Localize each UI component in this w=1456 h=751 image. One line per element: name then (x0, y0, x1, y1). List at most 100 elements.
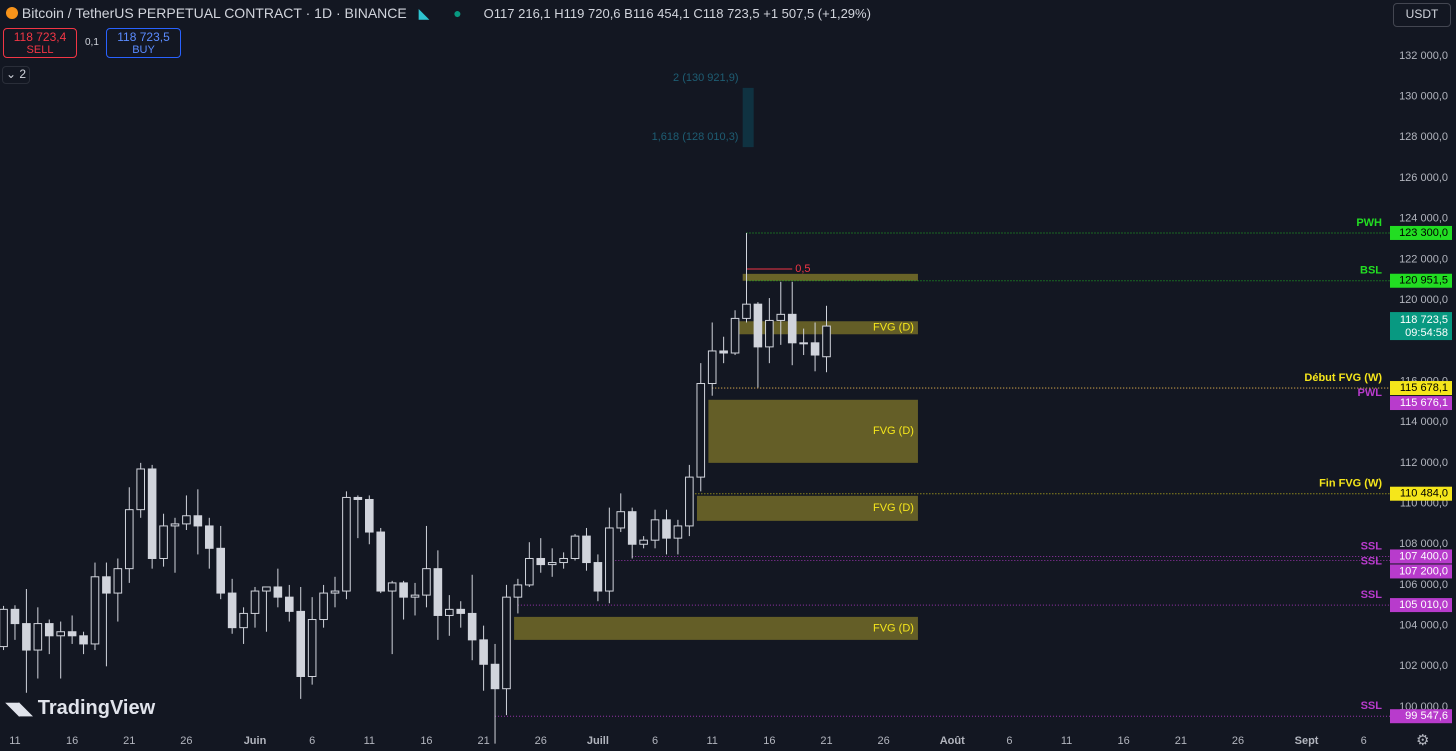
candle-body (147, 468, 157, 559)
y-tick-label: 126 000,0 (1399, 172, 1448, 184)
candle-body (22, 623, 31, 651)
level-label: 120 951,5 (1399, 275, 1448, 287)
coin-icon (6, 7, 18, 19)
candle-body (719, 350, 728, 354)
level-label: 105 010,0 (1399, 599, 1448, 611)
candle-body (0, 608, 8, 648)
candle-body (810, 342, 820, 356)
x-tick-label: 21 (1175, 735, 1187, 747)
half-label: 0,5 (795, 263, 810, 275)
candle-body (799, 342, 808, 345)
level-name: SSL (1361, 700, 1383, 712)
candle-body (33, 623, 43, 651)
candle-body (44, 623, 54, 637)
candle-body (67, 631, 77, 637)
level-name: PWH (1356, 217, 1382, 229)
candle-body (685, 476, 694, 527)
candle-body (79, 635, 88, 645)
candle-body (787, 313, 797, 344)
candle-body (730, 317, 740, 354)
x-tick-label: 26 (535, 735, 547, 747)
candle-body (90, 576, 100, 645)
candle-body (582, 535, 591, 564)
candle-body (159, 525, 168, 559)
x-tick-label: Juill (587, 735, 609, 747)
x-tick-label: Août (940, 735, 965, 747)
level-box (1390, 396, 1452, 411)
fib-label: 2 (130 921,9) (673, 72, 738, 84)
currency[interactable]: USDT (1393, 3, 1451, 27)
candle-body (707, 350, 717, 385)
logo-text: TradingView (37, 697, 156, 719)
candle-body (422, 568, 431, 596)
candle-body (182, 515, 191, 525)
current-box (1390, 312, 1452, 341)
candle-body (776, 313, 786, 321)
level-name: SSL (1361, 589, 1383, 601)
candle-body (250, 590, 260, 614)
level-name: Fin FVG (W) (1319, 478, 1382, 490)
y-tick-label: 122 000,0 (1399, 253, 1448, 265)
flag: ◣ (418, 5, 430, 21)
level-label: 99 547,6 (1405, 710, 1448, 722)
candle-body (433, 568, 443, 616)
y-tick-label: 132 000,0 (1399, 50, 1448, 62)
fvg-zone (514, 616, 918, 640)
candle-body (193, 515, 203, 527)
x-tick-label: 26 (1232, 735, 1244, 747)
candle-body (170, 523, 180, 527)
candle-body (822, 325, 831, 358)
candle-body (525, 557, 534, 586)
x-tick-label: 26 (180, 735, 192, 747)
candle-body (410, 594, 420, 598)
buy-label: BUY (132, 44, 155, 56)
low: 116 454,1 (632, 6, 690, 21)
candle-body (319, 592, 328, 621)
fvg-label: FVG (D) (873, 322, 914, 334)
x-tick-label: 26 (878, 735, 890, 747)
x-tick-label: 6 (652, 735, 658, 747)
level-name: Début FVG (W) (1304, 372, 1382, 384)
close: 118 723,5 (702, 6, 760, 21)
sell-button[interactable]: 118 723,4 SELL (3, 28, 77, 58)
y-tick-label: 120 000,0 (1399, 294, 1448, 306)
buy-button[interactable]: 118 723,5 BUY (106, 28, 181, 58)
y-tick-label: 106 000,0 (1399, 579, 1448, 591)
y-tick-label: 128 000,0 (1399, 131, 1448, 143)
ohlc: O117 216,1 H119 720,6 B116 454,1 C118 72… (484, 6, 871, 21)
level-box (1390, 598, 1452, 613)
x-tick-label: 11 (364, 735, 375, 747)
fvg-label: FVG (D) (873, 502, 914, 514)
x-tick-label: 21 (820, 735, 832, 747)
settings[interactable]: ⚙ (1416, 732, 1430, 749)
o-label: O (483, 6, 494, 21)
y-tick-label: 102 000,0 (1399, 660, 1448, 672)
level-box (1390, 549, 1452, 564)
candle-body (365, 498, 374, 533)
y-tick-label: 112 000,0 (1400, 457, 1448, 469)
change: +1 507,5 (+1,29%) (763, 6, 871, 21)
level-label: 123 300,0 (1399, 227, 1448, 239)
indicator-count: 2 (19, 67, 27, 81)
candle-body (513, 584, 523, 598)
level-box (1390, 381, 1452, 396)
sell-label: SELL (26, 44, 54, 56)
h-label: H (554, 6, 564, 21)
symbol[interactable]: Bitcoin / TetherUS PERPETUAL CONTRACT · … (21, 5, 407, 21)
c-label: C (693, 6, 703, 21)
candle-body (536, 557, 546, 566)
high: 119 720,6 (563, 6, 621, 21)
candle-body (605, 527, 614, 592)
x-tick-label: 6 (1006, 735, 1012, 747)
candle-body (353, 496, 363, 500)
x-tick-label: Juin (244, 735, 267, 747)
indicators-toggle[interactable]: ⌄ 2 (2, 66, 30, 84)
level-box (1390, 273, 1452, 288)
x-tick-label: 16 (763, 735, 775, 747)
candle-body (102, 576, 111, 594)
candle-body (490, 663, 500, 690)
x-tick-label: 21 (123, 735, 135, 747)
spread: 0,1 (85, 37, 99, 48)
candle-body (559, 557, 568, 564)
